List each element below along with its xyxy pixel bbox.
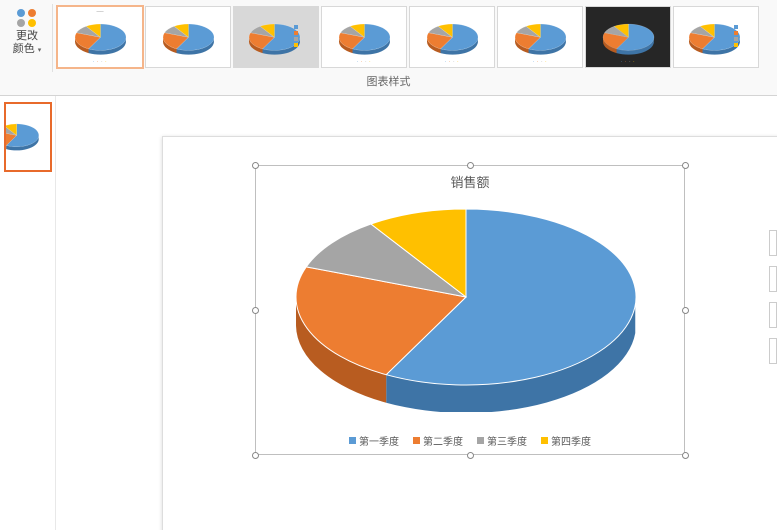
slide-thumb-preview bbox=[6, 115, 50, 159]
slide-canvas[interactable]: 销售额 第一季度 第二季度 第三季度 第四季度 bbox=[162, 136, 777, 530]
chart-style-option[interactable]: · · · · bbox=[585, 6, 671, 68]
legend-label: 第三季度 bbox=[487, 433, 527, 448]
legend-item[interactable]: 第二季度 bbox=[413, 433, 463, 448]
legend-item[interactable]: 第四季度 bbox=[541, 433, 591, 448]
color-palette-icon bbox=[15, 8, 39, 28]
style-preview-icon bbox=[70, 17, 130, 57]
slide-editor[interactable]: 销售额 第一季度 第二季度 第三季度 第四季度 bbox=[56, 96, 777, 530]
cropped-panel bbox=[769, 230, 777, 256]
slide-thumbnails-panel bbox=[0, 96, 56, 530]
selection-handle[interactable] bbox=[467, 162, 474, 169]
change-colors-label: 更改 颜色 ▾ bbox=[13, 30, 42, 57]
chart-style-option[interactable] bbox=[673, 6, 759, 68]
right-edge-panels bbox=[769, 230, 777, 364]
selection-handle[interactable] bbox=[252, 162, 259, 169]
style-preview-icon bbox=[246, 17, 306, 57]
chart-legend[interactable]: 第一季度 第二季度 第三季度 第四季度 bbox=[256, 433, 684, 448]
chart-title[interactable]: 销售额 bbox=[256, 166, 684, 191]
chart-style-option[interactable]: · · · · bbox=[409, 6, 495, 68]
legend-swatch bbox=[541, 437, 548, 444]
style-preview-icon bbox=[334, 17, 394, 57]
ribbon: 更改 颜色 ▾ ── · · · · · · · · · · · · · · · … bbox=[0, 0, 777, 96]
dropdown-arrow-icon: ▾ bbox=[38, 47, 42, 54]
style-preview-icon bbox=[598, 17, 658, 57]
style-preview-icon bbox=[422, 17, 482, 57]
cropped-panel bbox=[769, 338, 777, 364]
thumb-legend-mark: · · · · bbox=[357, 59, 371, 65]
thumb-legend-mark: · · · · bbox=[533, 59, 547, 65]
thumb-legend-mark: · · · · bbox=[621, 59, 635, 65]
thumb-legend-mark: · · · · bbox=[93, 59, 107, 65]
style-preview-icon bbox=[158, 17, 218, 57]
pie-chart[interactable] bbox=[276, 202, 656, 412]
legend-item[interactable]: 第三季度 bbox=[477, 433, 527, 448]
thumb-legend-mark: · · · · bbox=[445, 59, 459, 65]
chart-style-option[interactable]: · · · · bbox=[497, 6, 583, 68]
ribbon-content: 更改 颜色 ▾ ── · · · · · · · · · · · · · · · … bbox=[0, 0, 777, 75]
pie-svg bbox=[276, 202, 656, 412]
style-preview-icon bbox=[510, 17, 570, 57]
chart-styles-gallery[interactable]: ── · · · · · · · · · · · · · · · · · · · … bbox=[57, 2, 759, 68]
chart-style-option[interactable]: ── · · · · bbox=[57, 6, 143, 68]
cropped-panel bbox=[769, 302, 777, 328]
legend-label: 第四季度 bbox=[551, 433, 591, 448]
chart-style-option[interactable] bbox=[233, 6, 319, 68]
thumb-title-mark: ── bbox=[96, 9, 103, 15]
ribbon-group-label: 图表样式 bbox=[0, 75, 777, 95]
legend-swatch bbox=[477, 437, 484, 444]
chart-object[interactable]: 销售额 第一季度 第二季度 第三季度 第四季度 bbox=[255, 165, 685, 455]
selection-handle[interactable] bbox=[682, 162, 689, 169]
separator bbox=[52, 4, 53, 72]
legend-label: 第一季度 bbox=[359, 433, 399, 448]
legend-swatch bbox=[413, 437, 420, 444]
selection-handle[interactable] bbox=[682, 307, 689, 314]
legend-item[interactable]: 第一季度 bbox=[349, 433, 399, 448]
cropped-panel bbox=[769, 266, 777, 292]
chart-style-option[interactable]: · · · · bbox=[321, 6, 407, 68]
legend-label: 第二季度 bbox=[423, 433, 463, 448]
selection-handle[interactable] bbox=[682, 452, 689, 459]
legend-swatch bbox=[349, 437, 356, 444]
change-colors-button[interactable]: 更改 颜色 ▾ bbox=[6, 2, 48, 57]
workspace: 销售额 第一季度 第二季度 第三季度 第四季度 bbox=[0, 96, 777, 530]
style-preview-icon bbox=[686, 17, 746, 57]
slide-thumbnail[interactable] bbox=[4, 102, 52, 172]
selection-handle[interactable] bbox=[252, 452, 259, 459]
selection-handle[interactable] bbox=[467, 452, 474, 459]
chart-style-option[interactable] bbox=[145, 6, 231, 68]
selection-handle[interactable] bbox=[252, 307, 259, 314]
